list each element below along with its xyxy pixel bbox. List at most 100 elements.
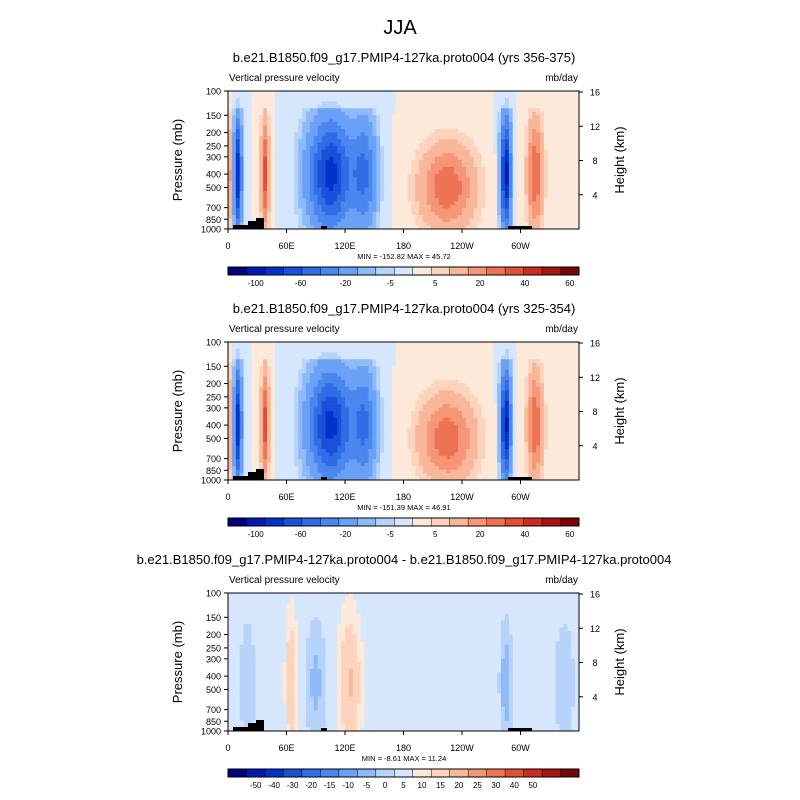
- heatmap-cell: [368, 170, 373, 175]
- heatmap-cell: [559, 135, 564, 140]
- heatmap-cell: [551, 132, 556, 137]
- heatmap-cell: [469, 376, 474, 381]
- heatmap-cell: [235, 194, 240, 199]
- heatmap-cell: [501, 383, 506, 388]
- heatmap-cell: [450, 132, 455, 137]
- heatmap-cell: [368, 352, 373, 357]
- heatmap-cell: [306, 390, 311, 395]
- heatmap-cell: [512, 369, 517, 374]
- heatmap-cell: [426, 211, 432, 216]
- heatmap-cell: [438, 177, 443, 181]
- heatmap-cell: [364, 184, 369, 188]
- heatmap-cell: [255, 191, 260, 195]
- heatmap-cell: [364, 153, 369, 157]
- heatmap-cell: [540, 191, 545, 195]
- heatmap-cell: [282, 208, 287, 213]
- heatmap-cell: [551, 348, 556, 353]
- heatmap-cell: [333, 222, 338, 226]
- heatmap-cell: [352, 94, 357, 99]
- heatmap-cell: [438, 170, 443, 175]
- heatmap-cell: [395, 352, 400, 357]
- heatmap-cell: [278, 166, 283, 171]
- heatmap-cell: [239, 139, 244, 144]
- heatmap-cell: [430, 91, 435, 95]
- heatmap-cell: [493, 386, 498, 391]
- heatmap-cell: [571, 348, 576, 353]
- heatmap-cell: [446, 180, 451, 185]
- heatmap-cell: [423, 97, 428, 102]
- heatmap-cell: [247, 108, 252, 112]
- heatmap-cell: [547, 132, 552, 137]
- heatmap-cell: [270, 135, 276, 140]
- heatmap-cell: [450, 101, 455, 106]
- heatmap-cell: [512, 104, 517, 109]
- heatmap-cell: [348, 225, 354, 230]
- heatmap-cell: [438, 197, 443, 202]
- heatmap-cell: [508, 118, 513, 123]
- heatmap-cell: [372, 111, 377, 116]
- heatmap-cell: [356, 215, 361, 219]
- heatmap-cell: [399, 177, 404, 181]
- heatmap-cell: [430, 111, 435, 116]
- heatmap-cell: [555, 111, 560, 116]
- heatmap-cell: [489, 173, 494, 178]
- heatmap-cell: [430, 376, 435, 381]
- heatmap-cell: [450, 108, 455, 112]
- heatmap-cell: [454, 135, 459, 140]
- heatmap-cell: [477, 153, 482, 157]
- heatmap-cell: [454, 170, 459, 175]
- heatmap-cell: [501, 366, 506, 370]
- heatmap-cell: [348, 355, 354, 360]
- heatmap-cell: [267, 142, 272, 147]
- heatmap-cell: [270, 204, 276, 209]
- heatmap-cell: [481, 187, 486, 192]
- heatmap-cell: [251, 345, 256, 350]
- heatmap-cell: [411, 352, 416, 357]
- heatmap-cell: [372, 132, 377, 137]
- heatmap-cell: [352, 366, 357, 370]
- heatmap-cell: [341, 379, 346, 384]
- heatmap-cell: [512, 386, 517, 391]
- heatmap-cell: [571, 132, 576, 137]
- heatmap-cell: [528, 132, 533, 137]
- heatmap-cell: [391, 125, 396, 130]
- heatmap-cell: [493, 211, 498, 216]
- heatmap-cell: [426, 91, 432, 95]
- heatmap-cell: [290, 191, 295, 195]
- heatmap-cell: [231, 345, 237, 350]
- heatmap-cell: [446, 111, 451, 116]
- heatmap-cell: [540, 342, 545, 346]
- heatmap-cell: [376, 111, 381, 116]
- heatmap-cell: [458, 383, 463, 388]
- heatmap-cell: [364, 348, 369, 353]
- heatmap-cell: [536, 184, 541, 188]
- heatmap-cell: [434, 142, 439, 147]
- heatmap-cell: [325, 359, 330, 363]
- heatmap-cell: [567, 383, 572, 388]
- heatmap-cell: [571, 201, 576, 206]
- heatmap-cell: [426, 342, 432, 346]
- heatmap-cell: [465, 208, 471, 213]
- heatmap-cell: [228, 215, 233, 219]
- heatmap-cell: [575, 194, 580, 199]
- heatmap-cell: [458, 359, 463, 363]
- heatmap-cell: [567, 201, 572, 206]
- heatmap-cell: [547, 383, 552, 388]
- heatmap-cell: [423, 204, 428, 209]
- colorbar-swatch: [320, 267, 340, 275]
- heatmap-cell: [302, 180, 307, 185]
- heatmap-cell: [321, 97, 326, 102]
- heatmap-cell: [430, 166, 435, 171]
- heatmap-cell: [278, 153, 283, 157]
- heatmap-cell: [426, 369, 432, 374]
- heatmap-cell: [438, 122, 443, 126]
- heatmap-cell: [419, 115, 424, 119]
- heatmap-cell: [329, 201, 334, 206]
- heatmap-cell: [333, 191, 338, 195]
- heatmap-cell: [543, 132, 549, 137]
- heatmap-cell: [430, 101, 435, 106]
- heatmap-cell: [481, 97, 486, 102]
- heatmap-cell: [497, 348, 502, 353]
- heatmap-cell: [325, 149, 330, 154]
- heatmap-cell: [407, 362, 412, 367]
